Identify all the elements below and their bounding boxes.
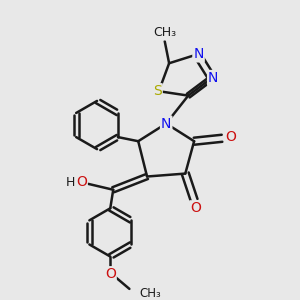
Text: S: S xyxy=(153,84,162,98)
Text: O: O xyxy=(225,130,236,144)
Text: N: N xyxy=(161,117,171,130)
Text: O: O xyxy=(190,201,201,215)
Text: CH₃: CH₃ xyxy=(140,287,161,300)
Text: N: N xyxy=(194,47,204,61)
Text: O: O xyxy=(76,176,87,189)
Text: CH₃: CH₃ xyxy=(153,26,176,39)
Text: N: N xyxy=(208,71,218,85)
Text: O: O xyxy=(105,267,116,281)
Text: H: H xyxy=(66,176,75,189)
